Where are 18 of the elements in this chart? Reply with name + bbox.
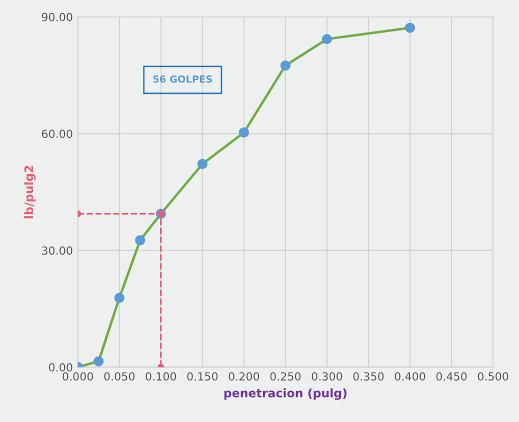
y-tick-label: 0.00 bbox=[48, 363, 72, 372]
y-tick-label: 90.00 bbox=[42, 12, 72, 22]
x-tick-label: 0.250 bbox=[270, 372, 301, 381]
x-axis-title: penetracion (pulg) bbox=[224, 388, 346, 400]
x-tick-label: 0.200 bbox=[228, 372, 260, 381]
x-tick-label: 0.350 bbox=[353, 372, 384, 381]
y-axis-title: lb/pulg2 bbox=[24, 166, 36, 218]
x-tick-label: 0.100 bbox=[146, 372, 176, 381]
x-tick-label: 0.050 bbox=[104, 372, 135, 381]
annotation: 56 GOLPES bbox=[153, 75, 212, 83]
y-tick-label: 60.00 bbox=[42, 130, 72, 138]
x-tick-label: 0.400 bbox=[394, 372, 426, 381]
x-tick-label: 0.450 bbox=[436, 372, 467, 381]
x-tick-label: 0.000 bbox=[62, 372, 94, 381]
x-tick-label: 0.300 bbox=[312, 372, 342, 381]
x-tick-label: 0.500 bbox=[478, 372, 508, 381]
x-tick-label: 0.150 bbox=[187, 372, 218, 381]
y-tick-label: 30.00 bbox=[42, 246, 72, 255]
